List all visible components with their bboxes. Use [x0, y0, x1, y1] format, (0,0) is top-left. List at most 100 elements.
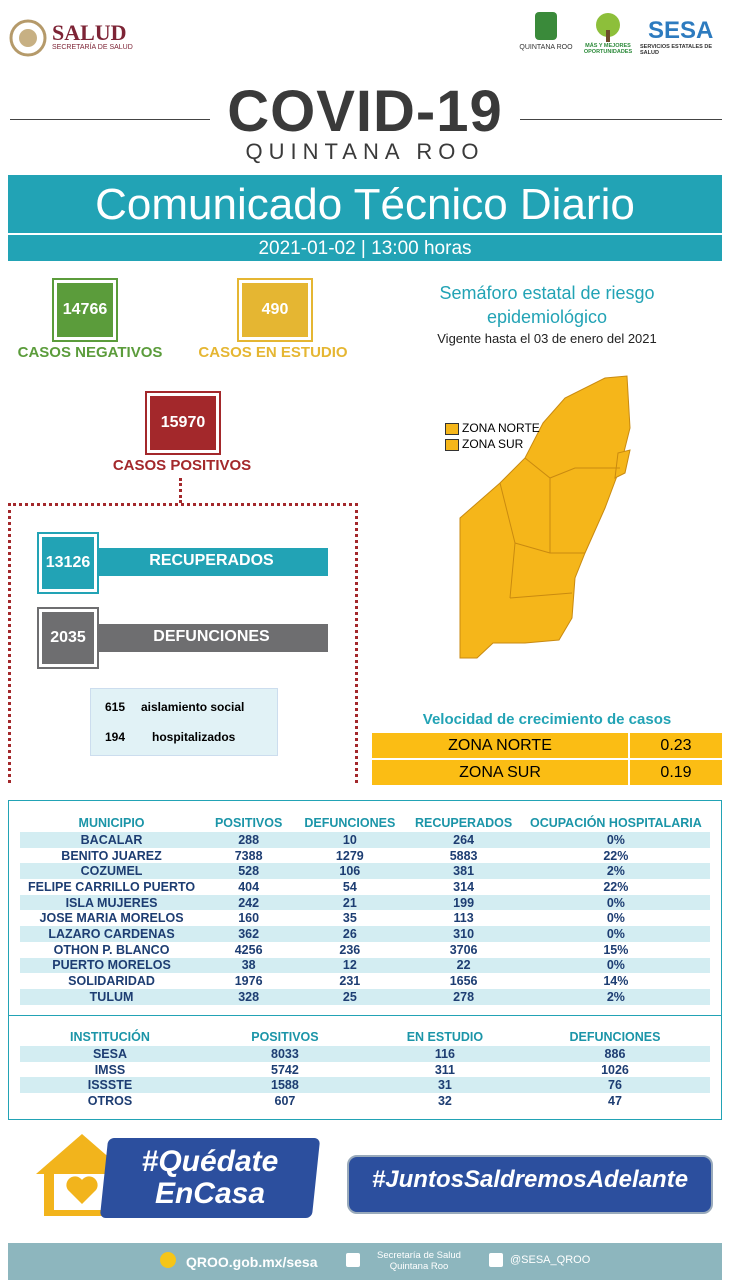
- quedate-1: #Quédate: [141, 1145, 279, 1178]
- recuperados-label: RECUPERADOS: [149, 552, 274, 569]
- table-cell: 0%: [521, 957, 710, 974]
- positivos-label: CASOS POSITIVOS: [112, 457, 252, 474]
- hospitalizados-label: hospitalizados: [152, 730, 236, 744]
- recuperados-bar: [95, 548, 328, 576]
- table-cell: 264: [405, 832, 522, 848]
- table-cell: 5883: [449, 848, 478, 863]
- tables-divider: [8, 1015, 722, 1016]
- table-row: TULUM 328 25 278 2%: [20, 988, 710, 1005]
- sesa-logo: SESA: [648, 17, 714, 44]
- table-cell: 0%: [521, 894, 710, 911]
- salud-logo: SALUD: [52, 20, 127, 45]
- legend-label: ZONA NORTE: [462, 421, 540, 435]
- table-cell: 31: [369, 1077, 520, 1094]
- table-cell: 116: [369, 1046, 520, 1062]
- aislamiento-label: aislamiento social: [141, 700, 245, 714]
- qroo-logo: QUINTANA ROO: [519, 44, 573, 51]
- table-cell: 2%: [521, 863, 710, 880]
- estudio-label: CASOS EN ESTUDIO: [198, 344, 348, 361]
- table-row: OTHON P. BLANCO 4256 236 3706 15%: [20, 942, 710, 958]
- zona-value: 0.23: [660, 737, 692, 754]
- table-cell: 15%: [603, 942, 629, 957]
- column-header: EN ESTUDIO: [406, 1030, 484, 1044]
- table-cell: 47: [608, 1093, 622, 1108]
- table-cell: 8033: [199, 1046, 370, 1062]
- hospitalizados-value: 194: [105, 730, 126, 744]
- table-cell: FELIPE CARRILLO PUERTO: [27, 879, 196, 894]
- column-header: DEFUNCIONES: [304, 816, 396, 830]
- table-cell: 4256: [234, 942, 263, 957]
- table-cell: 236: [339, 942, 361, 957]
- table-row: PUERTO MORELOS 38 12 22 0%: [20, 957, 710, 974]
- table-row: IMSS 5742 311 1026: [20, 1062, 710, 1078]
- juntos-text: #JuntosSaldremosAdelante: [371, 1166, 689, 1193]
- instituciones-table: INSTITUCIÓN POSITIVOS EN ESTUDIO DEFUNCIONE…: [20, 1028, 710, 1109]
- table-cell: PUERTO MORELOS: [20, 957, 204, 974]
- title-rule: [520, 119, 722, 120]
- table-cell: 35: [342, 911, 357, 926]
- table-cell: 1279: [335, 848, 364, 863]
- banner: [8, 175, 722, 261]
- aislamiento-value: 615: [105, 700, 126, 714]
- table-row: JOSE MARIA MORELOS 160 35 113 0%: [20, 910, 710, 926]
- table-cell: 32: [437, 1093, 452, 1108]
- negativos-box: 14766: [52, 278, 118, 342]
- table-cell: 199: [405, 894, 522, 911]
- table-cell: 328: [203, 988, 295, 1005]
- table-cell: COZUMEL: [20, 863, 204, 880]
- table-row: BENITO JUAREZ 7388 1279 5883 22%: [20, 848, 710, 864]
- table-cell: 288: [203, 832, 295, 848]
- column-header: INSTITUCIÓN: [70, 1030, 150, 1044]
- table-cell: 314: [453, 879, 475, 894]
- banner-rule: [8, 233, 722, 235]
- table-cell: 0%: [606, 911, 625, 926]
- connector: [179, 478, 182, 503]
- header-row: MUNICIPIO POSITIVOS DEFUNCIONES RECUPERADOS…: [20, 814, 710, 832]
- table-cell: 25: [294, 988, 406, 1005]
- banner-date: 2021-01-02 | 13:00 horas: [258, 238, 472, 259]
- velocidad-table: ZONA NORTE 0.23 ZONA SUR 0.19: [372, 733, 722, 785]
- table-cell: 0%: [521, 832, 710, 848]
- table-cell: 22%: [603, 848, 629, 863]
- banner-title: Comunicado Técnico Diario: [95, 180, 635, 229]
- map: [459, 375, 631, 659]
- facebook-icon: [346, 1253, 360, 1267]
- main-title: COVID-19: [227, 79, 503, 144]
- quedate-2: EnCasa: [154, 1177, 266, 1210]
- footer-twitter: @SESA_QROO: [510, 1254, 591, 1266]
- table-row: OTROS 607 32 47: [20, 1093, 710, 1109]
- zona-name: ZONA NORTE: [372, 733, 630, 758]
- semaforo-vigente: Vigente hasta el 03 de enero del 2021: [437, 331, 657, 346]
- main-subtitle: QUINTANA ROO: [245, 139, 485, 164]
- column-header: RECUPERADOS: [414, 816, 513, 830]
- table-cell: 310: [405, 926, 522, 942]
- table-row: ISSSTE 1588 31 76: [20, 1077, 710, 1094]
- table-cell: 0%: [521, 926, 710, 942]
- footer-bar: [8, 1243, 722, 1280]
- table-cell: 3706: [449, 942, 478, 957]
- column-header: OCUPACIÓN HOSPITALARIA: [529, 816, 702, 830]
- table-cell: 14%: [603, 974, 629, 989]
- table-cell: LAZARO CARDENAS: [20, 926, 204, 942]
- table-cell: 886: [519, 1046, 710, 1062]
- table-cell: 106: [294, 863, 406, 880]
- legend-swatch: [445, 423, 459, 435]
- table-cell: 7388: [234, 848, 263, 863]
- table-cell: 160: [238, 911, 260, 926]
- table-cell: 278: [405, 988, 522, 1005]
- table-cell: 26: [294, 926, 406, 942]
- velocidad-row: ZONA SUR 0.19: [372, 760, 722, 785]
- table-cell: 1656: [449, 974, 478, 989]
- table-cell: IMSS: [94, 1062, 126, 1077]
- title-rule: [10, 119, 210, 120]
- table-cell: SOLIDARIDAD: [68, 974, 155, 989]
- table-cell: BENITO JUAREZ: [61, 848, 162, 863]
- table-cell: 311: [434, 1062, 456, 1077]
- table-row: ISLA MUJERES 242 21 199 0%: [20, 894, 710, 911]
- zona-value: 0.19: [660, 764, 692, 781]
- table-cell: JOSE MARIA MORELOS: [39, 911, 184, 926]
- table-cell: ISLA MUJERES: [20, 894, 204, 911]
- table-row: FELIPE CARRILLO PUERTO 404 54 314 22%: [20, 879, 710, 895]
